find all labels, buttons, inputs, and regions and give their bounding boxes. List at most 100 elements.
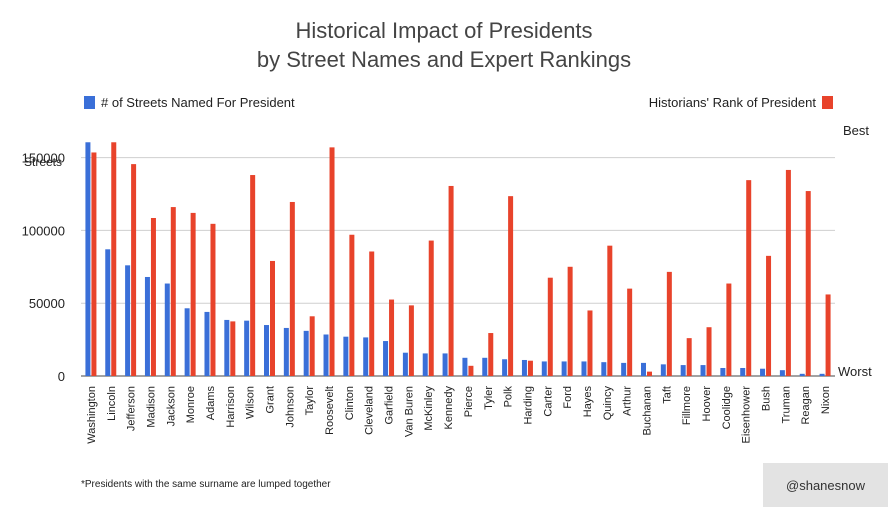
x-tick-label: Eisenhower — [741, 386, 753, 444]
bar-streets — [204, 311, 210, 376]
bar-rank — [170, 207, 176, 376]
bar-rank — [627, 288, 633, 376]
bar-streets — [779, 370, 785, 376]
x-tick-label: Van Buren — [403, 386, 415, 437]
right-axis-worst-label: Worst — [838, 364, 872, 379]
bar-rank — [686, 338, 692, 376]
bar-streets — [85, 142, 91, 376]
bar-rank — [230, 321, 236, 376]
x-tick-label: Madison — [145, 386, 157, 428]
bar-rank — [666, 271, 672, 376]
bar-streets — [402, 352, 408, 376]
bar-streets — [799, 373, 805, 376]
bar-streets — [343, 336, 349, 376]
bar-rank — [527, 360, 533, 376]
bar-rank — [369, 251, 375, 376]
bar-rank — [766, 255, 772, 376]
bar-rank — [329, 147, 335, 376]
bar-streets — [541, 361, 547, 376]
x-tick-label: Truman — [780, 386, 792, 424]
x-tick-label: Hayes — [582, 386, 594, 418]
bar-rank — [706, 327, 712, 376]
bar-rank — [647, 371, 652, 376]
x-tick-label: Ford — [562, 386, 574, 409]
x-tick-label: Clinton — [344, 386, 356, 420]
bar-rank — [309, 316, 315, 376]
bar-streets — [601, 362, 607, 376]
bar-streets — [700, 365, 706, 376]
y-tick-label: 100000 — [22, 223, 65, 238]
bar-rank — [210, 223, 216, 376]
bar-streets — [482, 357, 488, 376]
bar-streets — [621, 362, 627, 376]
bar-rank — [607, 245, 613, 376]
bar-rank — [726, 283, 732, 376]
bar-rank — [448, 185, 454, 376]
bar-streets — [105, 249, 111, 376]
bar-rank — [825, 294, 831, 376]
bar-streets — [144, 276, 150, 376]
x-tick-label: Washington — [86, 386, 98, 444]
x-tick-label: Polk — [503, 386, 515, 408]
bar-rank — [587, 310, 593, 376]
x-tick-label: Carter — [542, 386, 554, 417]
bar-rank — [508, 196, 514, 376]
bar-rank — [805, 191, 811, 376]
bar-rank — [389, 299, 395, 376]
bar-streets — [383, 341, 389, 376]
bar-rank — [91, 152, 97, 376]
bar-rank — [250, 175, 256, 376]
bar-rank — [111, 142, 117, 376]
bar-streets — [760, 368, 766, 376]
bar-streets — [164, 283, 170, 376]
x-tick-label: Garfield — [384, 386, 396, 425]
y-tick-label: 0 — [58, 369, 65, 384]
bar-streets — [224, 319, 230, 376]
bar-streets — [819, 373, 825, 376]
x-tick-label: Taft — [661, 386, 673, 404]
x-tick-label: Wilson — [245, 386, 257, 419]
bar-streets — [521, 359, 527, 376]
y-tick-label: 150000 — [22, 151, 65, 166]
bar-streets — [720, 367, 726, 376]
x-tick-label: Johnson — [284, 386, 296, 428]
bar-streets — [244, 320, 250, 376]
chart-title-line2: by Street Names and Expert Rankings — [256, 47, 632, 72]
legend-streets: # of Streets Named For President — [84, 95, 295, 110]
legend-streets-swatch — [84, 96, 95, 109]
bar-streets — [125, 265, 131, 376]
x-tick-label: Nixon — [820, 386, 832, 414]
x-tick-label: Harrison — [225, 386, 237, 428]
x-tick-label: Buchanan — [642, 386, 654, 436]
bar-rank — [746, 180, 752, 376]
legend-rank-swatch — [822, 96, 833, 109]
bar-rank — [349, 234, 355, 376]
bar-rank — [270, 260, 275, 376]
bar-streets — [363, 337, 369, 376]
bar-streets — [303, 330, 309, 376]
bar-streets — [323, 334, 329, 376]
bar-streets — [740, 367, 746, 376]
chart-title-line1: Historical Impact of Presidents — [295, 18, 593, 43]
bar-rank — [547, 277, 553, 376]
bar-streets — [184, 308, 190, 376]
x-tick-label: Fillmore — [681, 386, 693, 425]
bar-streets — [442, 353, 448, 376]
footnote: *Presidents with the same surname are lu… — [81, 479, 331, 490]
bar-rank — [289, 201, 295, 376]
x-tick-label: Arthur — [622, 386, 634, 416]
x-tick-label: Bush — [761, 386, 773, 411]
x-tick-label: Jefferson — [126, 386, 138, 431]
bar-streets — [561, 361, 567, 376]
x-tick-label: Tyler — [483, 386, 495, 410]
x-tick-label: Hoover — [701, 386, 713, 422]
x-tick-label: Coolidge — [721, 386, 733, 429]
x-tick-label: Cleveland — [364, 386, 376, 435]
y-tick-label: 50000 — [29, 296, 65, 311]
x-tick-label: Roosevelt — [324, 386, 336, 435]
bar-streets — [581, 361, 587, 376]
x-tick-label: Pierce — [463, 386, 475, 417]
bar-streets — [660, 364, 666, 376]
